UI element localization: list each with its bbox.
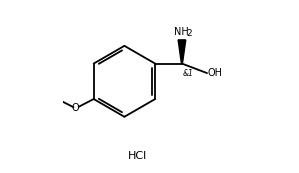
Text: 2: 2 <box>186 29 192 38</box>
Text: O: O <box>72 103 79 113</box>
Polygon shape <box>178 40 186 62</box>
Text: NH: NH <box>174 27 188 37</box>
Text: HCl: HCl <box>128 151 147 161</box>
Text: OH: OH <box>208 68 223 78</box>
Text: &1: &1 <box>183 69 194 78</box>
